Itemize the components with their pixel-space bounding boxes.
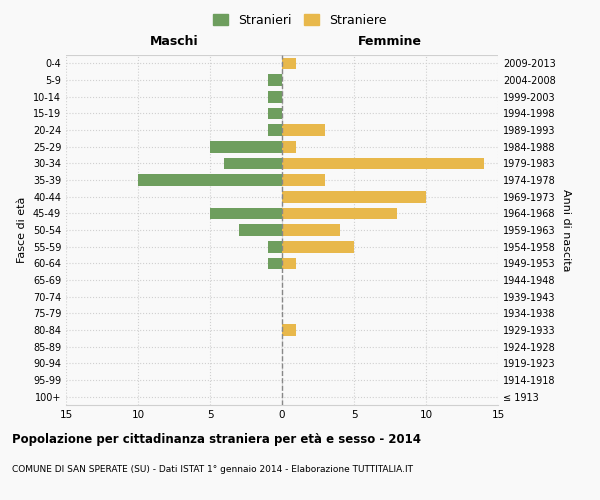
Bar [282,191,426,202]
Bar [239,224,282,236]
Bar [268,74,282,86]
Bar [268,241,282,252]
Bar [268,108,282,119]
Bar [282,141,296,152]
Bar [268,124,282,136]
Bar [282,158,484,169]
Bar [282,58,296,69]
Legend: Stranieri, Straniere: Stranieri, Straniere [208,8,392,32]
Bar [268,91,282,102]
Text: Popolazione per cittadinanza straniera per età e sesso - 2014: Popolazione per cittadinanza straniera p… [12,432,421,446]
Bar [282,258,296,269]
Bar [282,174,325,186]
Text: COMUNE DI SAN SPERATE (SU) - Dati ISTAT 1° gennaio 2014 - Elaborazione TUTTITALI: COMUNE DI SAN SPERATE (SU) - Dati ISTAT … [12,465,413,474]
Bar [138,174,282,186]
Bar [210,141,282,152]
Bar [282,241,354,252]
Text: Femmine: Femmine [358,35,422,48]
Bar [282,208,397,219]
Bar [282,124,325,136]
Bar [282,324,296,336]
Text: Maschi: Maschi [149,35,199,48]
Y-axis label: Fasce di età: Fasce di età [17,197,27,263]
Bar [282,224,340,236]
Y-axis label: Anni di nascita: Anni di nascita [561,188,571,271]
Bar [268,258,282,269]
Bar [210,208,282,219]
Bar [224,158,282,169]
